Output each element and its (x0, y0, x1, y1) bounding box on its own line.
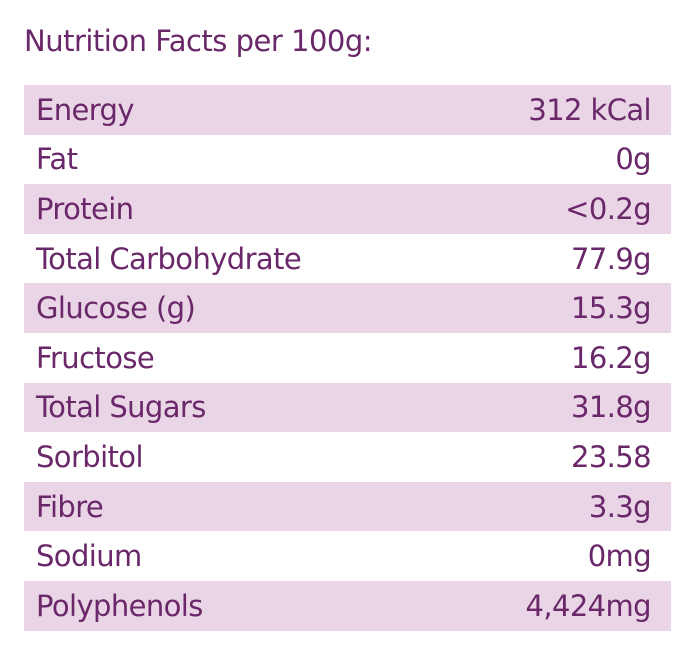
nutrient-name: Fat (36, 142, 78, 177)
nutrient-name: Glucose (g) (36, 291, 196, 326)
nutrient-value: <0.2g (565, 191, 651, 226)
table-row: Protein <0.2g (24, 184, 671, 234)
table-row: Fat 0g (24, 135, 671, 185)
nutrient-value: 15.3g (571, 291, 652, 326)
table-row: Polyphenols 4,424mg (24, 580, 671, 631)
table-row: Sorbitol 23.58 (24, 432, 671, 482)
nutrient-name: Sorbitol (36, 439, 144, 474)
nutrient-name: Sodium (36, 539, 142, 574)
table-row: Fructose 16.2g (24, 333, 671, 383)
nutrition-table: Energy 312 kCal Fat 0g Protein <0.2g Total Car… (24, 85, 671, 631)
table-row: Total Sugars 31.8g (24, 382, 671, 433)
table-row: Glucose (g) 15.3g (24, 283, 671, 333)
table-row: Total Carbohydrate 77.9g (24, 234, 671, 284)
nutrient-value: 3.3g (588, 489, 652, 524)
nutrient-value: 312 kCal (528, 92, 651, 127)
nutrient-value: 16.2g (571, 340, 652, 375)
nutrient-name: Polyphenols (36, 588, 203, 623)
nutrient-name: Total Sugars (36, 390, 206, 425)
table-row: Sodium 0mg (24, 531, 671, 581)
nutrient-name: Energy (36, 92, 135, 127)
nutrient-name: Fructose (36, 340, 155, 375)
nutrient-value: 77.9g (571, 241, 652, 276)
nutrient-value: 23.58 (570, 439, 652, 474)
title: Nutrition Facts per 100g: (24, 24, 373, 58)
nutrient-name: Total Carbohydrate (36, 241, 302, 276)
nutrient-value: 0mg (587, 539, 652, 574)
nutrient-value: 4,424mg (525, 588, 652, 623)
nutrient-name: Protein (36, 191, 134, 226)
table-row: Energy 312 kCal (24, 85, 671, 135)
nutrient-value: 31.8g (571, 390, 652, 425)
nutrient-value: 0g (615, 142, 651, 177)
table-row: Fibre 3.3g (24, 481, 671, 532)
nutrient-name: Fibre (36, 489, 104, 524)
